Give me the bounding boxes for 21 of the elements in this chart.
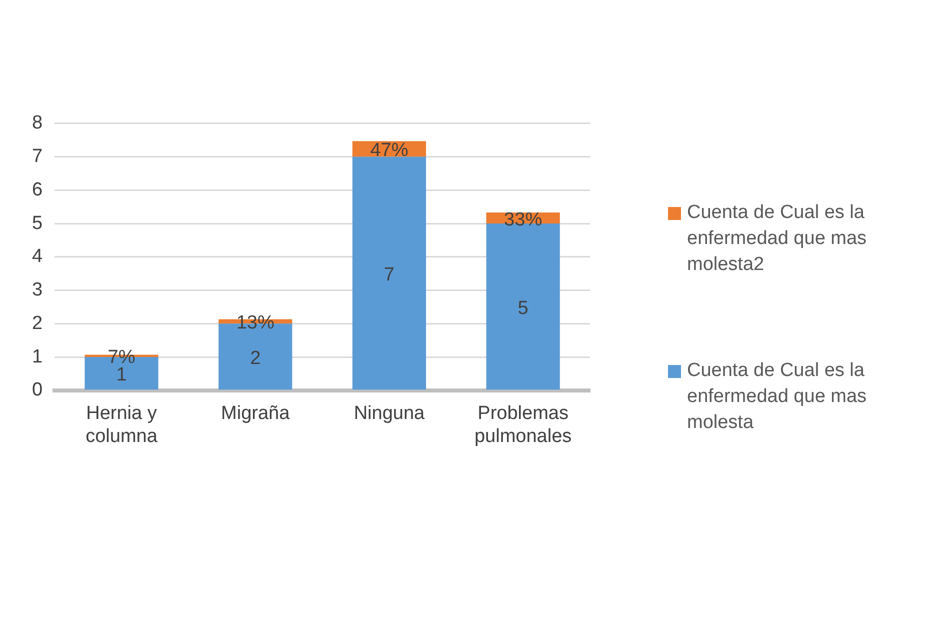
- x-tick-label: Hernia y columna: [86, 403, 158, 447]
- y-tick-label: 0: [32, 380, 43, 401]
- y-tick-label: 7: [32, 146, 43, 168]
- data-label: 1: [116, 364, 127, 386]
- y-tick-label: 3: [32, 280, 43, 301]
- y-tick-label: 2: [32, 312, 43, 334]
- bar: [352, 156, 426, 390]
- y-tick-label: 4: [32, 246, 43, 268]
- legend-label: Cuenta de Cual es la enfermedad que mas molesta2: [687, 201, 868, 277]
- x-tick-label: Problemas pulmonales: [474, 403, 572, 447]
- data-label: 7: [384, 264, 394, 286]
- data-label: 2: [250, 348, 261, 369]
- x-tick-label: Ninguna: [354, 403, 426, 424]
- y-tick-label: 1: [32, 346, 43, 368]
- data-label: 5: [518, 298, 528, 319]
- y-tick-label: 6: [32, 179, 43, 200]
- legend-label: Cuenta de Cual es la enfermedad que mas molesta: [687, 359, 868, 435]
- x-tick-label: Migraña: [221, 403, 290, 424]
- y-tick-label: 5: [32, 212, 43, 234]
- data-label: 47%: [370, 140, 408, 162]
- y-tick-label: 8: [32, 112, 43, 134]
